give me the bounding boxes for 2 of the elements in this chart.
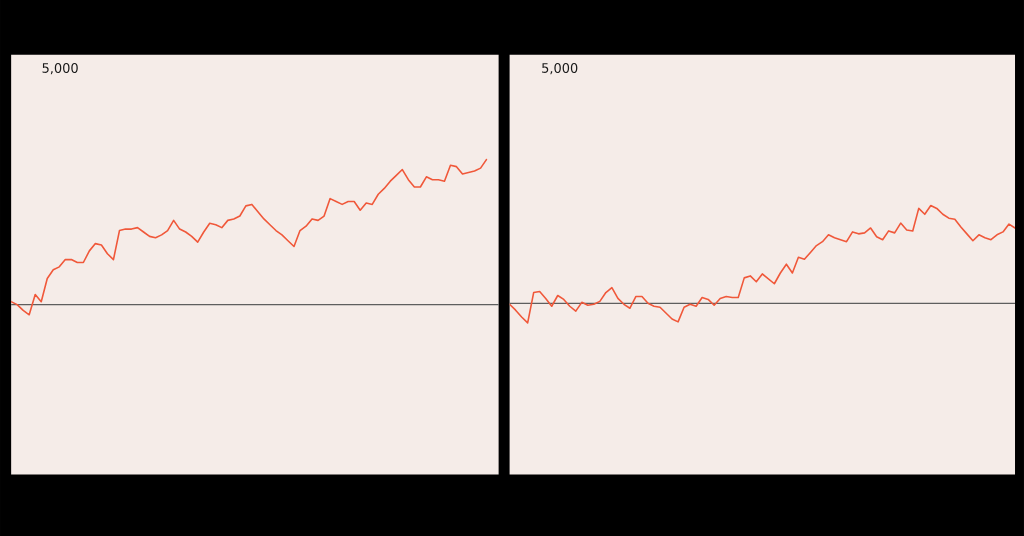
text: 5,000 (42, 62, 78, 75)
text: 5,000 (542, 62, 578, 75)
